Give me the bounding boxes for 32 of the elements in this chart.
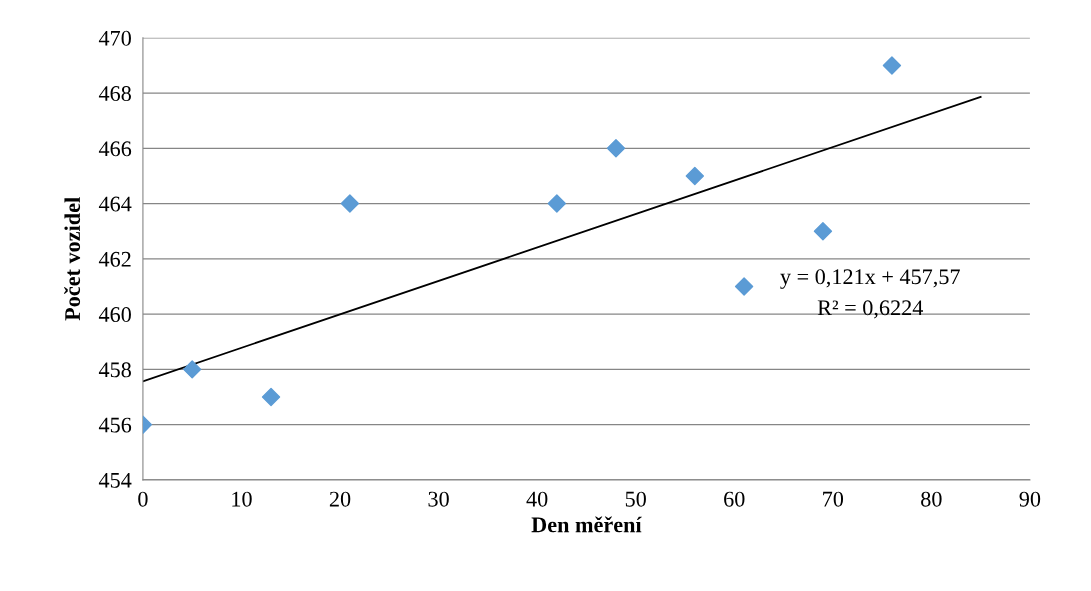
point — [882, 56, 902, 75]
y-tick-label: 470 — [98, 30, 131, 46]
x-axis-title: Den měření — [531, 516, 642, 533]
x-tick-label: 10 — [232, 491, 252, 507]
x-tick-label: 30 — [428, 491, 449, 507]
point — [547, 194, 567, 213]
x-tick-label: 40 — [526, 491, 548, 507]
y-tick-label: 466 — [98, 141, 132, 157]
x-tick-label: 70 — [823, 491, 844, 507]
point — [261, 387, 281, 407]
x-tick-label: 50 — [625, 491, 646, 507]
x-tick-label: 20 — [329, 491, 351, 507]
point — [182, 360, 202, 379]
point — [734, 277, 754, 296]
y-tick-label: 454 — [98, 472, 132, 488]
x-tick-label: 80 — [921, 491, 942, 507]
annotation: R² = 0,6224 — [817, 300, 924, 319]
y-tick-label: 468 — [98, 86, 131, 102]
x-tick-label: 0 — [138, 491, 148, 507]
y-axis-title: Počet vozidel — [64, 197, 81, 321]
x-tick-label: 90 — [1019, 491, 1041, 507]
y-tick-label: 458 — [98, 362, 131, 378]
point — [813, 222, 833, 241]
point — [606, 139, 626, 158]
point — [685, 166, 705, 186]
y-tick-label: 464 — [98, 196, 132, 212]
annotation: y = 0,121x + 457,57 — [780, 269, 960, 289]
y-tick-label: 460 — [98, 307, 131, 323]
y-tick-label: 456 — [98, 417, 132, 433]
x-tick-label: 60 — [724, 491, 745, 507]
y-tick-label: 462 — [98, 251, 131, 267]
point — [340, 194, 360, 213]
